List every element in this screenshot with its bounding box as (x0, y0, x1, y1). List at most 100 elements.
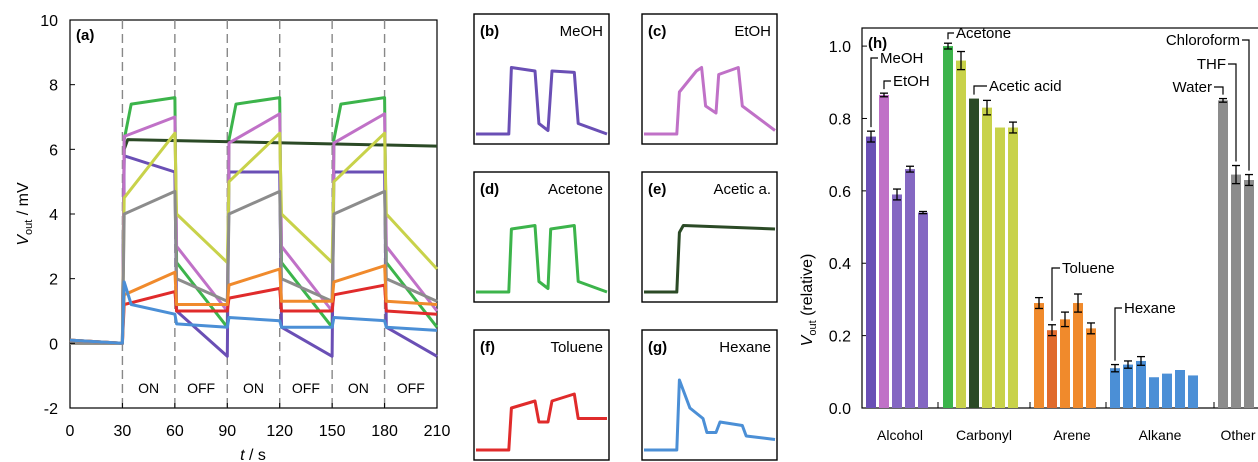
small-panel-etoh: (c) EtOH (641, 13, 778, 145)
panel-a-x-ticks: 0 30 60 90 120 150 180 210 (66, 403, 451, 440)
small-panel-frame (473, 329, 610, 461)
bar (969, 98, 979, 409)
bar (1110, 368, 1120, 408)
group-label: Alkane (1139, 427, 1182, 443)
small-panel-hexane: (g) Hexane (641, 329, 778, 461)
annotation-label: EtOH (893, 73, 930, 90)
panel-a-line-chart: (a) ON OFF ON OFF ON OFF 0 30 60 90 120 150 180 210 … (15, 13, 450, 462)
small-panel-label: (d) (480, 181, 499, 198)
bar (1047, 330, 1057, 408)
y-tick-label: 4 (49, 207, 58, 224)
series-line (70, 189, 438, 345)
bar (1034, 303, 1044, 408)
group-label: Arene (1053, 427, 1091, 443)
bar (956, 60, 966, 408)
bar (943, 46, 953, 408)
panel-h-annotations: MeOH EtOH Acetone Acetic acid Toluene Hexane C… (870, 25, 1250, 361)
series-line (70, 131, 439, 345)
small-panel-acetone: (d) Acetone (473, 171, 610, 303)
small-panel-frame (641, 171, 778, 303)
small-panel-label: (g) (648, 339, 667, 356)
phase-label: ON (243, 380, 264, 396)
series-line (70, 154, 438, 358)
panel-a-y-axis-label: Vout / mV (15, 182, 35, 246)
y-tick-label: 0.4 (829, 256, 851, 273)
small-panels: (b) MeOH (c) EtOH (d) Acetone (e) Acetic a. (f) T… (473, 13, 778, 461)
x-tick-label: 90 (218, 423, 236, 440)
small-panel-title: EtOH (734, 23, 771, 40)
annotation-label: THF (1197, 56, 1226, 73)
phase-label: ON (348, 380, 369, 396)
bar (1218, 100, 1228, 408)
x-tick-label: 30 (114, 423, 132, 440)
panel-h-bars (866, 42, 1254, 409)
bar (918, 212, 928, 408)
annotation-leader (947, 32, 954, 40)
annotation-label: Toluene (1062, 260, 1115, 277)
bar (982, 107, 992, 408)
panel-h-bar-chart: (h) 0.0 0.2 0.4 0.6 0.8 1.0 Alcohol Carbonyl Ar… (799, 25, 1258, 443)
small-panel-frame (641, 329, 778, 461)
group-label: Carbonyl (956, 427, 1012, 443)
small-panel-meoh: (b) MeOH (473, 13, 610, 145)
phase-label: OFF (292, 380, 320, 396)
small-panel-series (644, 224, 776, 294)
small-panel-title: Acetic a. (713, 181, 771, 198)
annotation-label: Acetone (956, 25, 1011, 42)
annotation-label: Chloroform (1166, 32, 1240, 49)
annotation-label: Water (1173, 79, 1212, 96)
panel-h-label: (h) (868, 35, 887, 52)
x-tick-label: 210 (424, 423, 451, 440)
small-panel-title: Toluene (550, 339, 603, 356)
small-panel-series (476, 224, 608, 294)
annotation-leader (1228, 63, 1237, 162)
annotation-leader (973, 85, 987, 95)
bar (1188, 375, 1198, 408)
annotation-label: Acetic acid (989, 78, 1062, 95)
annotation-leader (1242, 39, 1250, 171)
small-panel-title: Hexane (719, 339, 771, 356)
small-panel-title: MeOH (560, 23, 603, 40)
y-tick-label: 1.0 (829, 39, 851, 56)
panel-h-group-labels: Alcohol Carbonyl Arene Alkane Other (877, 427, 1256, 443)
small-panel-acetic-a-: (e) Acetic a. (641, 171, 778, 303)
bar (1123, 364, 1133, 408)
annotation-label: Hexane (1124, 300, 1176, 317)
y-tick-label: 0.2 (829, 329, 851, 346)
bar (1136, 360, 1146, 408)
small-panel-series (644, 378, 776, 452)
y-tick-label: 0.8 (829, 111, 851, 128)
panel-a-x-axis-label: t / s (240, 447, 266, 462)
small-panel-frame (473, 171, 610, 303)
y-tick-label: 6 (49, 142, 58, 159)
annotation-leader (1114, 307, 1122, 361)
bar (1244, 180, 1254, 408)
panel-h-y-ticks: 0.0 0.2 0.4 0.6 0.8 1.0 (829, 39, 867, 418)
small-panel-label: (c) (648, 23, 666, 40)
series-line (69, 264, 438, 345)
small-panel-series (476, 66, 608, 136)
phase-labels: ON OFF ON OFF ON OFF (138, 380, 425, 396)
series-line (70, 112, 439, 345)
annotation-leader (883, 80, 891, 90)
annotation-leader (1214, 86, 1224, 95)
bar (1060, 319, 1070, 408)
x-tick-label: 60 (166, 423, 184, 440)
y-tick-label: 0 (49, 336, 58, 353)
bar (1073, 303, 1083, 408)
annotation-leader (1051, 267, 1060, 321)
phase-label: OFF (397, 380, 425, 396)
x-tick-label: 180 (371, 423, 398, 440)
x-tick-label: 150 (319, 423, 346, 440)
bar (879, 94, 889, 408)
small-panel-label: (f) (480, 339, 495, 356)
small-panel-toluene: (f) Toluene (473, 329, 610, 461)
phase-label: ON (138, 380, 159, 396)
series-line (69, 280, 438, 345)
small-panel-label: (e) (648, 181, 666, 198)
bar (1008, 127, 1018, 409)
panel-a-y-ticks: -2 0 2 4 6 8 10 (40, 13, 75, 418)
bar (905, 169, 915, 408)
y-tick-label: -2 (44, 401, 58, 418)
